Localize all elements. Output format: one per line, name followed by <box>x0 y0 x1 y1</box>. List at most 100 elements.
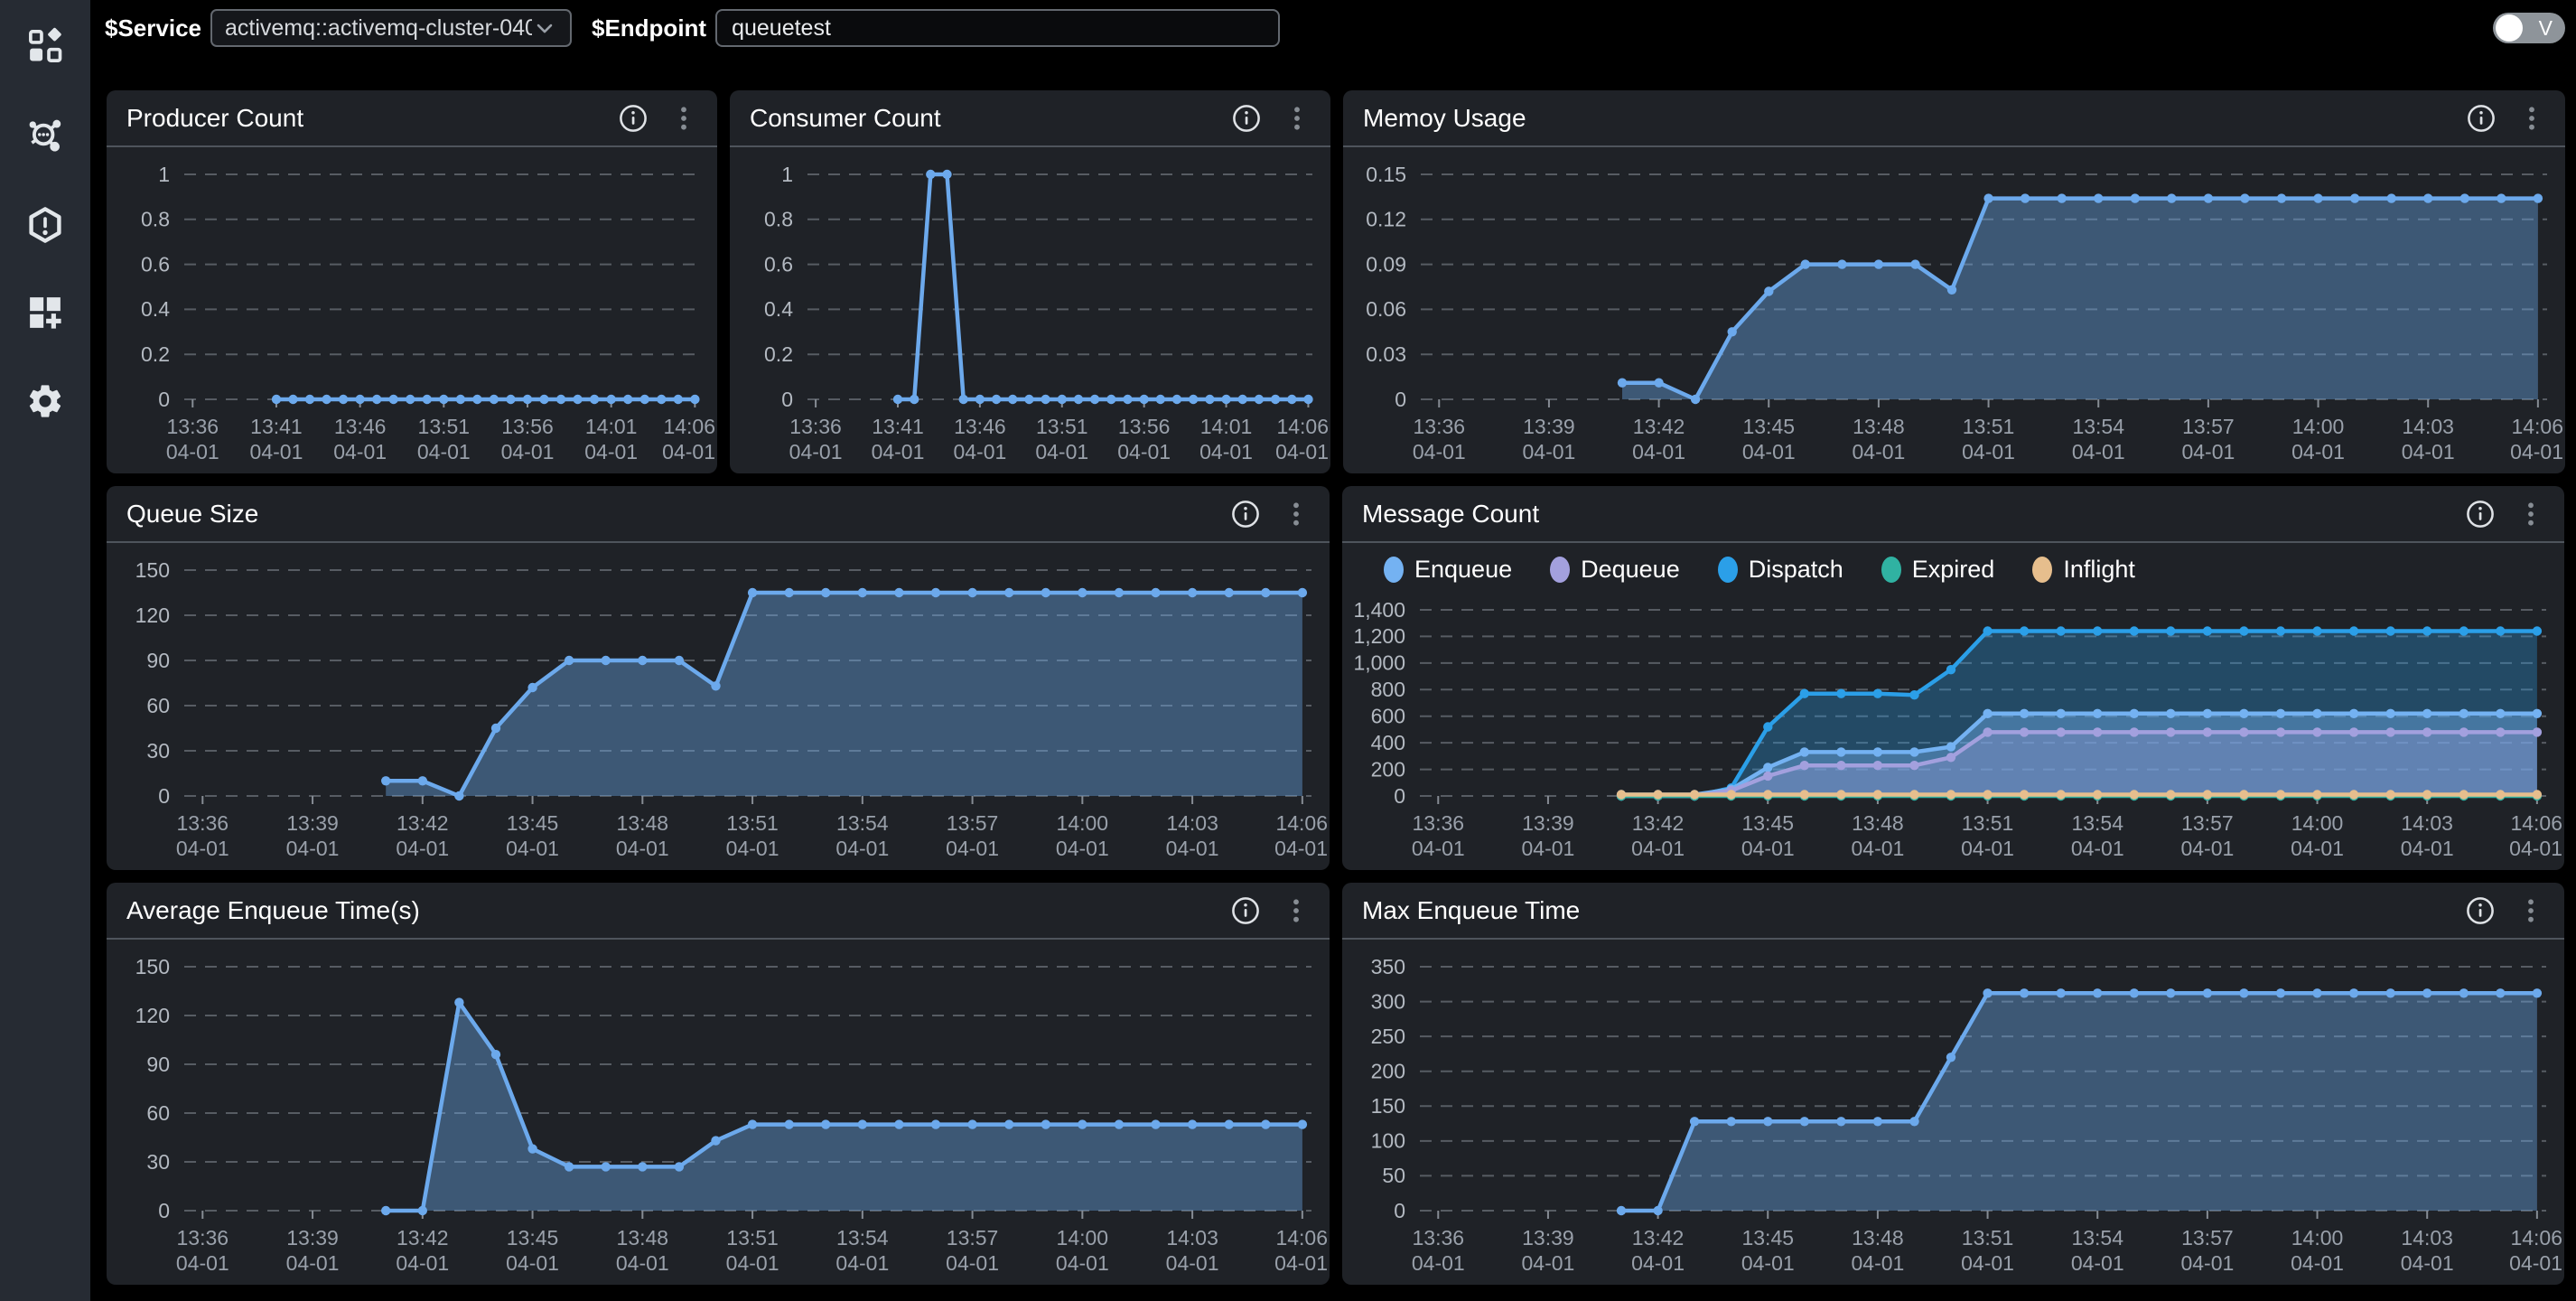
panel-actions <box>2465 895 2544 926</box>
svg-text:04-01: 04-01 <box>1413 440 1466 463</box>
svg-text:600: 600 <box>1371 705 1405 728</box>
svg-text:13:45: 13:45 <box>1741 811 1794 835</box>
svg-text:13:51: 13:51 <box>726 1226 779 1250</box>
sidebar <box>0 0 90 1301</box>
chart-consumer-count[interactable]: 00.20.40.60.8113:3604-0113:4104-0113:460… <box>730 147 1330 472</box>
svg-text:13:46: 13:46 <box>334 415 387 438</box>
svg-text:30: 30 <box>146 739 170 763</box>
sidebar-item-settings[interactable] <box>24 380 66 422</box>
svg-text:13:51: 13:51 <box>1962 1226 2014 1250</box>
svg-text:13:51: 13:51 <box>1962 811 2014 835</box>
svg-text:04-01: 04-01 <box>286 837 340 860</box>
chart-max-enqueue-time[interactable]: 05010015020025030035013:3604-0113:3904-0… <box>1342 940 2564 1283</box>
svg-text:04-01: 04-01 <box>2291 1251 2344 1275</box>
svg-text:04-01: 04-01 <box>1522 1251 1575 1275</box>
sidebar-item-alerts[interactable] <box>24 204 66 246</box>
info-icon[interactable] <box>2466 103 2497 134</box>
svg-text:14:06: 14:06 <box>1275 811 1328 835</box>
svg-text:0.12: 0.12 <box>1366 208 1406 231</box>
svg-text:04-01: 04-01 <box>1631 837 1685 860</box>
kebab-menu-icon[interactable] <box>2517 895 2544 926</box>
kebab-menu-icon[interactable] <box>670 103 697 134</box>
svg-text:04-01: 04-01 <box>1741 837 1795 860</box>
svg-text:0.6: 0.6 <box>141 252 170 276</box>
svg-text:04-01: 04-01 <box>1056 1251 1109 1275</box>
svg-text:13:54: 13:54 <box>2071 1226 2123 1250</box>
svg-text:04-01: 04-01 <box>1275 440 1329 463</box>
svg-text:13:57: 13:57 <box>2181 811 2234 835</box>
panel-header: Message Count <box>1342 486 2564 543</box>
toggle-label: V <box>2538 16 2553 40</box>
legend-item-inflight[interactable]: Inflight <box>2032 556 2135 584</box>
kebab-menu-icon[interactable] <box>2518 103 2545 134</box>
panel-queue-size: Queue Size 0 30 60 90 120 150 13:36 04-01 13:39 04… <box>107 486 1330 870</box>
svg-text:04-01: 04-01 <box>953 440 1006 463</box>
legend-dot-icon <box>1384 556 1404 583</box>
chart-memoy-usage[interactable]: 00.030.060.090.120.1513:3604-0113:3904-0… <box>1343 147 2565 472</box>
sidebar-item-topology[interactable] <box>24 114 66 155</box>
svg-text:04-01: 04-01 <box>1274 1251 1328 1275</box>
add-widget-icon <box>30 297 61 329</box>
info-icon[interactable] <box>1230 895 1261 926</box>
chart-queue-size[interactable]: 030609012015013:3604-0113:3904-0113:4204… <box>107 543 1330 868</box>
svg-text:04-01: 04-01 <box>501 440 555 463</box>
svg-text:0: 0 <box>1394 784 1405 808</box>
svg-text:13:39: 13:39 <box>1522 1226 1574 1250</box>
panel-average-enqueue-time-s: Average Enqueue Time(s) 0 30 60 90 120 150 13:3… <box>107 883 1330 1285</box>
svg-text:13:36: 13:36 <box>1412 1226 1464 1250</box>
legend-item-expired[interactable]: Expired <box>1881 556 1994 584</box>
svg-text:04-01: 04-01 <box>506 1251 559 1275</box>
svg-text:13:48: 13:48 <box>1852 811 1904 835</box>
svg-text:30: 30 <box>146 1150 170 1174</box>
kebab-menu-icon[interactable] <box>1283 895 1310 926</box>
svg-text:14:06: 14:06 <box>663 415 715 438</box>
svg-text:13:41: 13:41 <box>872 415 924 438</box>
info-icon[interactable] <box>2465 499 2496 529</box>
svg-text:13:57: 13:57 <box>2181 1226 2234 1250</box>
service-variable-label: $Service <box>105 14 201 42</box>
panel-message-count: Message Count Enqueue Dequeue Dispatch Expir… <box>1342 486 2564 870</box>
legend-item-dequeue[interactable]: Dequeue <box>1550 556 1680 584</box>
variables-toggle[interactable]: V <box>2493 13 2565 43</box>
svg-text:100: 100 <box>1371 1129 1405 1153</box>
service-select[interactable]: activemq::activemq-cluster-040 <box>210 9 572 47</box>
legend-item-dispatch[interactable]: Dispatch <box>1717 556 1843 584</box>
svg-text:13:56: 13:56 <box>1118 415 1171 438</box>
info-icon[interactable] <box>2465 895 2496 926</box>
panel-actions <box>1230 895 1310 926</box>
kebab-menu-icon[interactable] <box>1283 499 1310 529</box>
svg-text:04-01: 04-01 <box>2402 440 2455 463</box>
svg-text:13:51: 13:51 <box>1963 415 2015 438</box>
panel-body: Enqueue Dequeue Dispatch Expired Inflight 0 20… <box>1342 543 2564 868</box>
legend-label: Inflight <box>2063 555 2135 583</box>
svg-text:04-01: 04-01 <box>616 1251 669 1275</box>
svg-text:13:51: 13:51 <box>418 415 471 438</box>
info-icon[interactable] <box>1230 499 1261 529</box>
panel-title: Average Enqueue Time(s) <box>126 895 420 924</box>
panel-title: Queue Size <box>126 499 259 528</box>
panel-body: 0 0.2 0.4 0.6 0.8 1 13:36 04-01 13:41 04-01 13:46 0… <box>730 147 1330 472</box>
svg-text:04-01: 04-01 <box>835 837 889 860</box>
svg-text:13:57: 13:57 <box>947 1226 999 1250</box>
kebab-menu-icon[interactable] <box>1283 103 1311 134</box>
legend-item-enqueue[interactable]: Enqueue <box>1384 556 1512 584</box>
sidebar-item-dashboard[interactable] <box>24 25 66 67</box>
svg-text:0: 0 <box>781 388 793 411</box>
endpoint-input[interactable] <box>715 9 1281 47</box>
chart-average-enqueue-time-s[interactable]: 030609012015013:3604-0113:3904-0113:4204… <box>107 940 1330 1283</box>
svg-text:04-01: 04-01 <box>1412 1251 1465 1275</box>
settings-gear-icon <box>29 385 61 417</box>
chart-message-count[interactable]: 02004006008001,0001,2001,40013:3604-0113… <box>1342 595 2564 868</box>
svg-text:04-01: 04-01 <box>166 440 219 463</box>
svg-text:04-01: 04-01 <box>946 1251 999 1275</box>
sidebar-item-add-widget[interactable] <box>24 292 66 333</box>
legend-label: Enqueue <box>1414 555 1513 583</box>
svg-text:13:39: 13:39 <box>1522 811 1574 835</box>
info-icon[interactable] <box>618 103 649 134</box>
kebab-menu-icon[interactable] <box>2517 499 2544 529</box>
info-icon[interactable] <box>1231 103 1262 134</box>
chart-producer-count[interactable]: 00.20.40.60.8113:3604-0113:4104-0113:460… <box>107 147 717 472</box>
svg-text:0: 0 <box>158 784 170 808</box>
svg-text:04-01: 04-01 <box>2509 1251 2562 1275</box>
svg-text:150: 150 <box>1371 1094 1405 1118</box>
